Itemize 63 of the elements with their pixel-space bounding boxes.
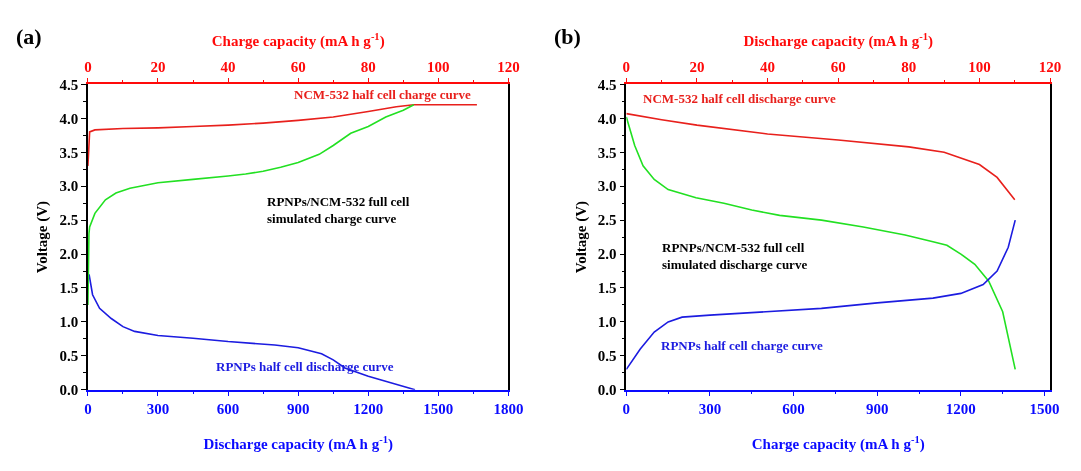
chart-title: (a)	[16, 24, 42, 49]
x2-axis-title: Discharge capacity (mA h g$^{-1}$)	[743, 31, 933, 51]
series-label: RPNPs half cell charge curve	[661, 338, 823, 353]
x2-tick-label: 60	[290, 58, 306, 75]
y-tick-label: 4.5	[59, 76, 79, 93]
y-tick-label: 3.5	[597, 144, 617, 161]
y-tick-label: 2.0	[59, 246, 79, 263]
y-tick-label: 1.5	[597, 280, 617, 297]
x-tick-label: 0	[84, 401, 92, 418]
y-tick-label: 1.0	[59, 314, 79, 331]
x2-tick-label: 100	[968, 58, 991, 75]
y-tick-label: 0.0	[597, 381, 617, 398]
y-tick-label: 4.5	[597, 76, 617, 93]
y-tick-label: 2.5	[597, 212, 617, 229]
x2-tick-label: 40	[760, 58, 776, 75]
y-axis-title: Voltage (V)	[572, 200, 590, 274]
x2-tick-label: 100	[427, 58, 450, 75]
y-tick-label: 3.0	[597, 178, 617, 195]
series-label: RPNPs/NCM-532 full cell simulated charge curve	[267, 194, 410, 226]
x-tick-label: 900	[286, 401, 310, 418]
x-axis-title: Discharge capacity (mA h g$^{-1}$)	[203, 433, 393, 453]
y-tick-label: 2.5	[59, 212, 79, 229]
x2-axis-title: Charge capacity (mA h g$^{-1}$)	[211, 31, 385, 51]
x-tick-label: 1500	[1029, 401, 1060, 418]
series-label: NCM-532 half cell charge curve	[294, 87, 472, 102]
x2-tick-label: 0	[622, 58, 631, 75]
x-tick-label: 300	[146, 401, 170, 418]
x2-tick-label: 60	[830, 58, 846, 75]
y-tick-label: 0.5	[59, 348, 79, 365]
x2-tick-label: 120	[497, 58, 520, 75]
x-axis-title: Charge capacity (mA h g$^{-1}$)	[751, 433, 925, 453]
y-tick-label: 0.0	[59, 381, 79, 398]
line-series	[88, 273, 416, 390]
x2-tick-label: 40	[220, 58, 236, 75]
chart-title: (b)	[554, 24, 581, 49]
y-tick-label: 1.0	[597, 314, 617, 331]
series-label: RPNPs/NCM-532 full cell simulated discharge curve	[662, 240, 808, 272]
x2-tick-label: 80	[901, 58, 917, 75]
y-tick-label: 4.0	[597, 110, 617, 127]
x-tick-label: 900	[865, 401, 889, 418]
x-tick-label: 600	[782, 401, 805, 418]
x-tick-label: 600	[216, 401, 240, 418]
x2-tick-label: 20	[689, 58, 705, 75]
x2-tick-label: 120	[1038, 58, 1062, 75]
x-tick-label: 1200	[353, 401, 384, 418]
x-tick-label: 0	[622, 401, 631, 418]
series-label: NCM-532 half cell discharge curve	[643, 91, 837, 106]
y-tick-label: 0.5	[597, 348, 617, 365]
y-tick-label: 3.0	[59, 178, 79, 195]
x-tick-label: 1200	[945, 401, 976, 418]
x-tick-label: 300	[698, 401, 722, 418]
x2-tick-label: 0	[84, 58, 92, 75]
y-tick-label: 1.5	[59, 280, 79, 297]
x2-tick-label: 80	[360, 58, 376, 75]
line-series	[626, 219, 1017, 371]
y-axis-title: Voltage (V)	[34, 200, 52, 274]
x-tick-label: 1500	[423, 401, 454, 418]
line-series	[626, 116, 1017, 371]
y-tick-label: 3.5	[59, 144, 79, 161]
x-tick-label: 1800	[493, 401, 524, 418]
y-tick-label: 4.0	[59, 110, 79, 127]
y-tick-label: 2.0	[597, 246, 617, 263]
x2-tick-label: 20	[150, 58, 166, 75]
